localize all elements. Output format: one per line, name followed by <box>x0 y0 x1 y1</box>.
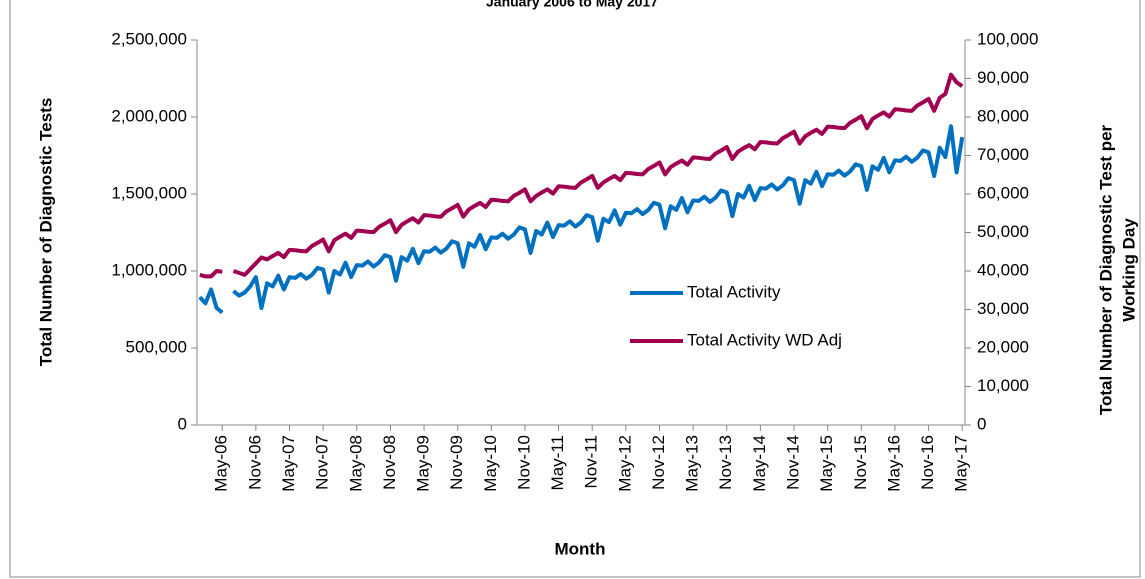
x-tick-label: May-17 <box>952 435 971 492</box>
x-tick-label: Nov-09 <box>447 435 466 490</box>
x-tick-label: May-08 <box>346 435 365 492</box>
y-tick-label: 0 <box>178 414 187 433</box>
y-tick-label: 2,500,000 <box>111 29 187 48</box>
x-tick-label: May-10 <box>481 435 500 492</box>
x-tick-label: May-13 <box>683 435 702 492</box>
legend-label: Total Activity WD Adj <box>687 330 842 349</box>
y-axis-title: Total Number of Diagnostic Tests <box>36 98 55 367</box>
y2-tick-label: 100,000 <box>977 29 1038 48</box>
legend-label: Total Activity <box>687 282 781 301</box>
y2-tick-label: 10,000 <box>977 376 1029 395</box>
y2-tick-label: 90,000 <box>977 68 1029 87</box>
series-line <box>199 72 964 279</box>
x-tick-label: Nov-12 <box>649 435 668 490</box>
x-tick-label: May-15 <box>817 435 836 492</box>
series-line <box>198 124 965 315</box>
y2-tick-label: 50,000 <box>977 222 1029 241</box>
y2-tick-label: 0 <box>977 414 986 433</box>
y-tick-label: 500,000 <box>126 337 187 356</box>
x-tick-label: May-06 <box>212 435 231 492</box>
y2-axis-title: Total Number of Diagnostic Test per <box>1096 124 1115 415</box>
x-tick-label: Nov-16 <box>918 435 937 490</box>
x-tick-label: Nov-06 <box>245 435 264 490</box>
y2-tick-label: 20,000 <box>977 337 1029 356</box>
x-tick-label: May-12 <box>615 435 634 492</box>
y2-tick-label: 80,000 <box>977 106 1029 125</box>
x-tick-label: Nov-08 <box>380 435 399 490</box>
x-tick-label: Nov-07 <box>313 435 332 490</box>
y2-axis-title: Working Day <box>1119 218 1138 322</box>
x-tick-label: May-16 <box>884 435 903 492</box>
y-tick-label: 2,000,000 <box>111 106 187 125</box>
chart-frame <box>9 0 1141 578</box>
y2-tick-label: 30,000 <box>977 299 1029 318</box>
x-tick-label: May-14 <box>750 435 769 492</box>
x-tick-label: May-07 <box>279 435 298 492</box>
x-tick-label: Nov-14 <box>784 435 803 490</box>
x-tick-label: May-09 <box>414 435 433 492</box>
y-tick-label: 1,000,000 <box>111 260 187 279</box>
x-tick-label: May-11 <box>548 435 567 490</box>
x-tick-label: Nov-13 <box>716 435 735 490</box>
x-axis-title: Month <box>555 539 606 558</box>
chart-title: January 2006 to May 2017 <box>486 0 658 10</box>
y2-tick-label: 70,000 <box>977 145 1029 164</box>
y-tick-label: 1,500,000 <box>111 183 187 202</box>
x-tick-label: Nov-10 <box>514 435 533 490</box>
y2-tick-label: 40,000 <box>977 260 1029 279</box>
y2-tick-label: 60,000 <box>977 183 1029 202</box>
x-tick-label: Nov-15 <box>851 435 870 490</box>
x-tick-label: Nov-11 <box>582 435 601 489</box>
